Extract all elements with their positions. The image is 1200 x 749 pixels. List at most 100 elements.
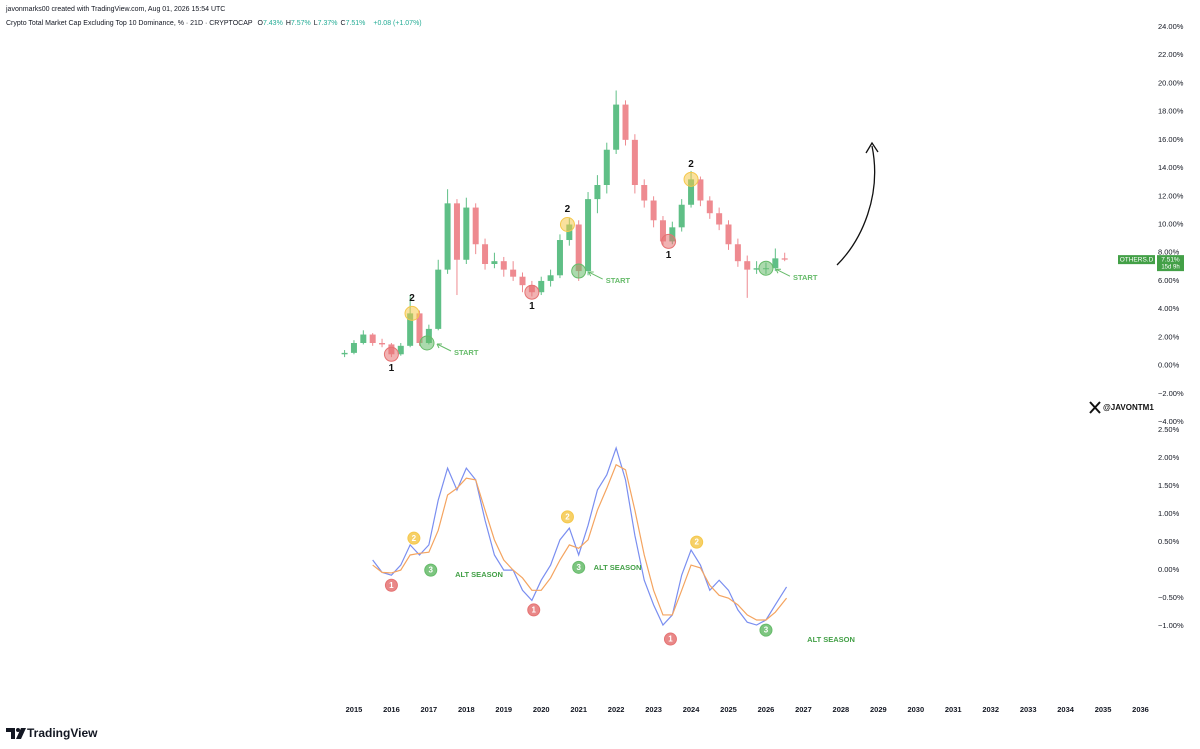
candle-body [603,149,610,185]
y-tick-label: −2.00% [1158,389,1184,398]
marker [527,603,541,617]
candle-body [444,203,451,270]
marker-label: 2 [688,159,694,170]
y-tick-label: 2.00% [1158,453,1180,462]
candle-body [566,224,573,241]
candle-body [510,269,517,277]
marker-label: 2 [409,293,415,304]
ohlc: O7.43% H7.57% L7.37% C7.51% [258,20,369,27]
annotation: ALT SEASON [594,563,642,572]
candle-body [472,207,479,245]
candle-body [650,200,657,221]
marker-label: 3 [576,563,581,572]
marker [690,535,704,549]
x-tick-label: 2028 [833,705,850,714]
candle-body [659,220,666,242]
candle-body [585,199,592,272]
candle-body [556,240,563,276]
candle-body [622,104,629,140]
marker-arrow [436,343,452,352]
marker-label: 1 [389,581,394,590]
brand-logo [6,728,26,739]
marker-label: 2 [565,204,571,215]
brand-text: TradingView [27,726,98,740]
header: javonmarks00 created with TradingView.co… [6,3,425,31]
y-tick-label: 1.50% [1158,481,1180,490]
x-tick-label: 2026 [758,705,775,714]
x-tick-label: 2024 [683,705,701,714]
candle-body [697,179,704,201]
marker-label: 1 [666,250,672,261]
x-tick-label: 2016 [383,705,400,714]
candle-body [397,345,404,355]
marker-arrow [588,271,603,280]
x-tick-label: 2017 [421,705,438,714]
candle-body [519,276,526,286]
y-tick-label: −4.00% [1158,417,1184,426]
marker [683,171,699,187]
ohlc-key: H [285,20,291,27]
x-tick-label: 2036 [1132,705,1149,714]
candle-body [463,207,470,260]
y-tick-label: 0.00% [1158,565,1180,574]
ohlc-value: 7.51% [345,20,366,27]
marker [559,217,575,232]
last-price-countdown: 15d 9h [1161,265,1179,271]
x-tick-label: 2033 [1020,705,1037,714]
candle-body [416,313,423,343]
candle-body [772,258,779,269]
indicator-line [372,445,788,627]
marker-label: 1 [668,635,673,644]
candle-body [547,275,554,281]
y-tick-label: 6.00% [1158,276,1180,285]
marker-label: START [793,273,818,282]
ohlc-key: L [313,20,318,27]
marker-label: START [454,348,479,357]
change: +0.08 (+1.07%) [373,20,422,27]
marker [759,623,773,637]
y-tick-label: −0.50% [1158,593,1184,602]
y-tick-label: 0.00% [1158,361,1180,370]
candle-body [500,261,507,270]
marker-arrow [775,268,791,277]
marker [661,233,677,249]
ohlc-key: C [340,20,346,27]
x-tick-label: 2032 [982,705,999,714]
candle-body [538,280,545,293]
x-tick-label: 2015 [346,705,363,714]
x-tick-label: 2029 [870,705,887,714]
marker [424,563,438,577]
y-tick-label: 24.00% [1158,22,1184,31]
pane: 2.50% 2.00% 1.50% 1.00% 0.50% 0.00% −0.50% −1.0… [346,425,1184,714]
candle-body [669,227,676,242]
brand: TradingView [6,726,98,740]
indicator-line [372,463,788,621]
projection-arrowhead [865,141,879,154]
watermark: @JAVONTM1 [1089,401,1154,414]
legend-line: Crypto Total Market Cap Excluding Top 10… [6,17,425,31]
x-tick-label: 2034 [1057,705,1075,714]
x-tick-label: 2020 [533,705,550,714]
candle-body [753,268,760,270]
candle-body [594,185,601,200]
y-tick-label: 20.00% [1158,78,1184,87]
credit: javonmarks00 created with TradingView.co… [6,6,226,13]
marker [419,335,435,351]
marker-label: 3 [429,566,434,575]
y-tick-label: 12.00% [1158,191,1184,200]
y-tick-label: 18.00% [1158,107,1184,116]
candle-body [379,343,386,345]
y-tick-label: 14.00% [1158,163,1184,172]
candle-body [613,104,620,150]
marker [571,263,587,279]
watermark-text: @JAVONTM1 [1103,403,1154,412]
candle-body [435,269,442,329]
candle-body [744,261,751,270]
y-tick-label: 0.50% [1158,537,1180,546]
x-logo [1089,401,1101,414]
x-tick-label: 2030 [907,705,924,714]
marker [404,305,420,321]
marker-label: 2 [694,538,699,547]
